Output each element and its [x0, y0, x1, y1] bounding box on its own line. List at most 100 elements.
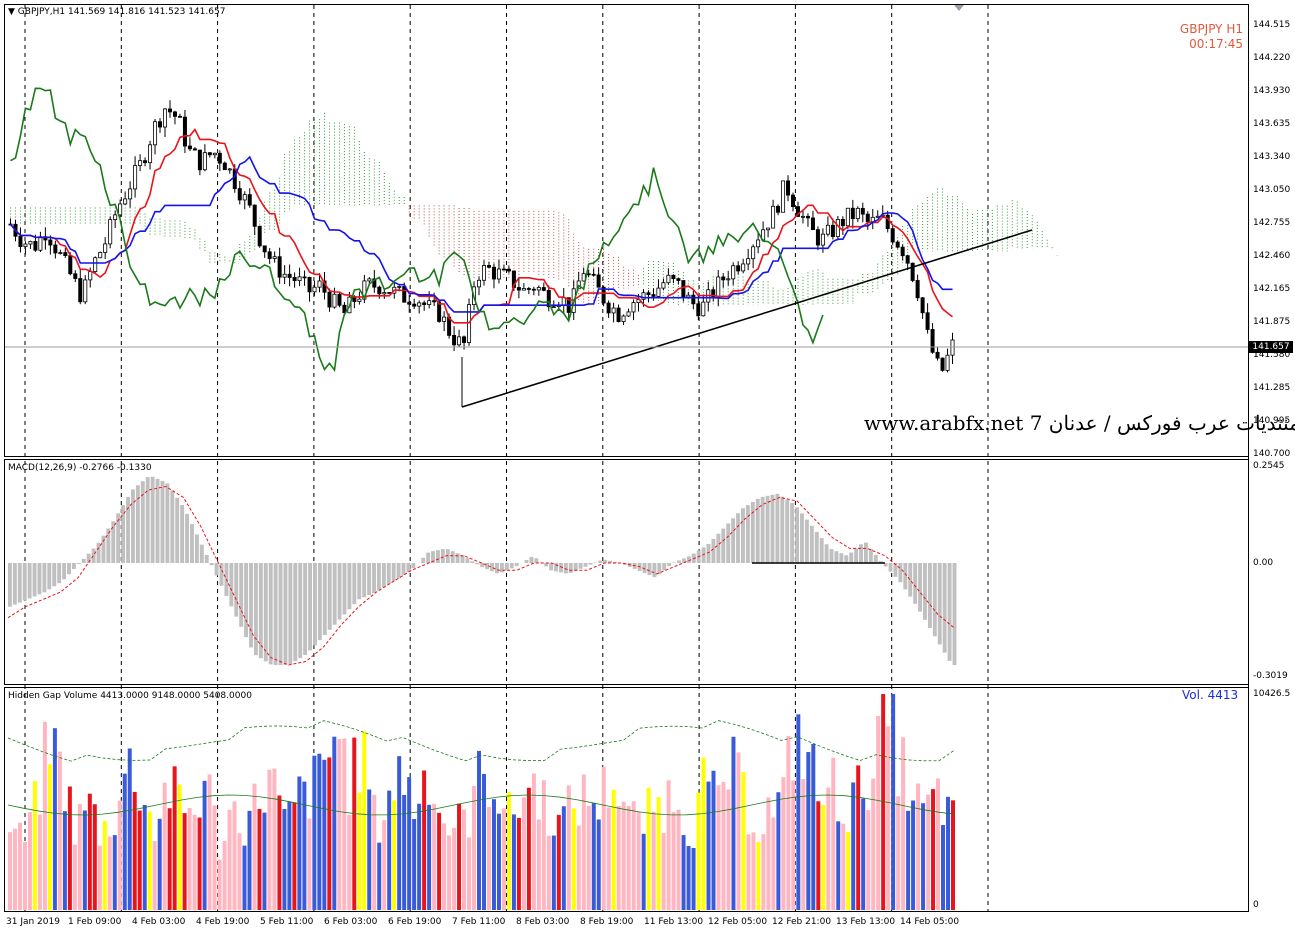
collapse-arrow-icon[interactable]: ▼ [8, 7, 15, 17]
symbol-panel: GBPJPY H1 00:17:45 [1180, 22, 1243, 52]
volume-bar [946, 796, 951, 910]
macd-bar [908, 563, 913, 597]
macd-bar [863, 542, 868, 563]
volume-bar [297, 776, 302, 910]
volume-bar [262, 812, 267, 910]
candle-body [661, 282, 666, 289]
candle-body [815, 229, 820, 246]
macd-bar [381, 563, 386, 588]
volume-bar [646, 787, 651, 910]
volume-bar [696, 792, 701, 910]
volume-bar [372, 794, 377, 910]
volume-bar [22, 842, 27, 910]
macd-bar [804, 519, 809, 563]
macd-bar [411, 563, 416, 569]
macd-title: MACD(12,26,9) -0.2766 -0.1330 [8, 463, 152, 473]
candle-body [840, 218, 845, 227]
macd-bar [755, 498, 760, 563]
macd-bar [844, 555, 849, 563]
candle-body [935, 351, 940, 359]
volume-bar [127, 748, 132, 910]
candle-body [820, 233, 825, 246]
candle-body [496, 268, 501, 280]
volume-bar [546, 835, 551, 910]
macd-bar [686, 556, 691, 563]
volume-bar [162, 782, 167, 910]
macd-bar [317, 563, 322, 641]
macd-bar [91, 548, 96, 563]
candle-body [48, 239, 53, 246]
macd-bar [170, 490, 175, 563]
macd-bar [888, 563, 893, 572]
volume-bar [382, 820, 387, 910]
candle-body [536, 287, 541, 291]
volume-bar [52, 728, 57, 910]
volume-bar [287, 801, 292, 910]
macd-bar [150, 476, 155, 563]
candle-body [666, 274, 671, 284]
macd-bar [859, 544, 863, 563]
macd-bar [677, 560, 681, 563]
macd-bar [800, 513, 804, 563]
volume-bar [132, 791, 137, 910]
candle-body [477, 279, 482, 288]
volume-bar [951, 800, 955, 910]
volume-ma-upper [7, 720, 956, 762]
candle-body [297, 276, 302, 282]
candle-body [776, 205, 781, 213]
volume-bar [202, 780, 207, 910]
volume-bar [172, 766, 177, 910]
candle-body [671, 274, 676, 280]
candle-body [252, 204, 257, 227]
macd-bar [927, 563, 932, 629]
volume-bar [666, 780, 671, 910]
volume-bar [586, 805, 591, 910]
candle-body [925, 312, 930, 330]
volume-bar [272, 768, 277, 910]
macd-bar [883, 563, 888, 567]
volume-bar [32, 781, 37, 910]
candle-body [656, 287, 661, 297]
candle-body [38, 236, 43, 251]
candle-body [452, 335, 457, 346]
candle-body [462, 336, 467, 343]
volume-bar [731, 736, 736, 910]
volume-bar [551, 835, 556, 910]
candle-body [78, 278, 83, 303]
macd-bar [854, 548, 859, 563]
macd-bar [391, 563, 396, 582]
macd-bar [711, 538, 716, 563]
volume-ma-lower [7, 794, 956, 816]
candle-body [412, 303, 417, 307]
candle-body [860, 207, 865, 215]
volume-bar [427, 804, 432, 910]
candle-body [646, 292, 651, 295]
volume-bar [77, 803, 82, 910]
volume-bar [102, 821, 107, 910]
candle-body [118, 203, 123, 216]
macd-bar [204, 554, 209, 563]
volume-bar [901, 737, 906, 910]
volume-bar [656, 797, 661, 910]
candle-body [202, 152, 207, 171]
candle-body [701, 301, 706, 317]
candle-body [830, 224, 835, 237]
candle-body [272, 256, 277, 259]
macd-bar [81, 558, 86, 563]
candle-body [312, 286, 317, 293]
macd-bar [667, 563, 672, 567]
price-label: 143.635 [1253, 119, 1291, 129]
volume-bar [122, 773, 127, 910]
volume-bar [347, 814, 352, 910]
macd-bar [554, 563, 558, 572]
volume-bar [187, 807, 192, 910]
volume-bar [576, 825, 581, 910]
candle-body [242, 194, 247, 201]
volume-bar [72, 844, 77, 910]
volume-bar [57, 751, 62, 910]
macd-bar [819, 538, 824, 563]
candle-body [910, 262, 915, 281]
candle-body [865, 213, 870, 223]
volume-bar [921, 803, 926, 910]
volume-bar [192, 814, 197, 910]
